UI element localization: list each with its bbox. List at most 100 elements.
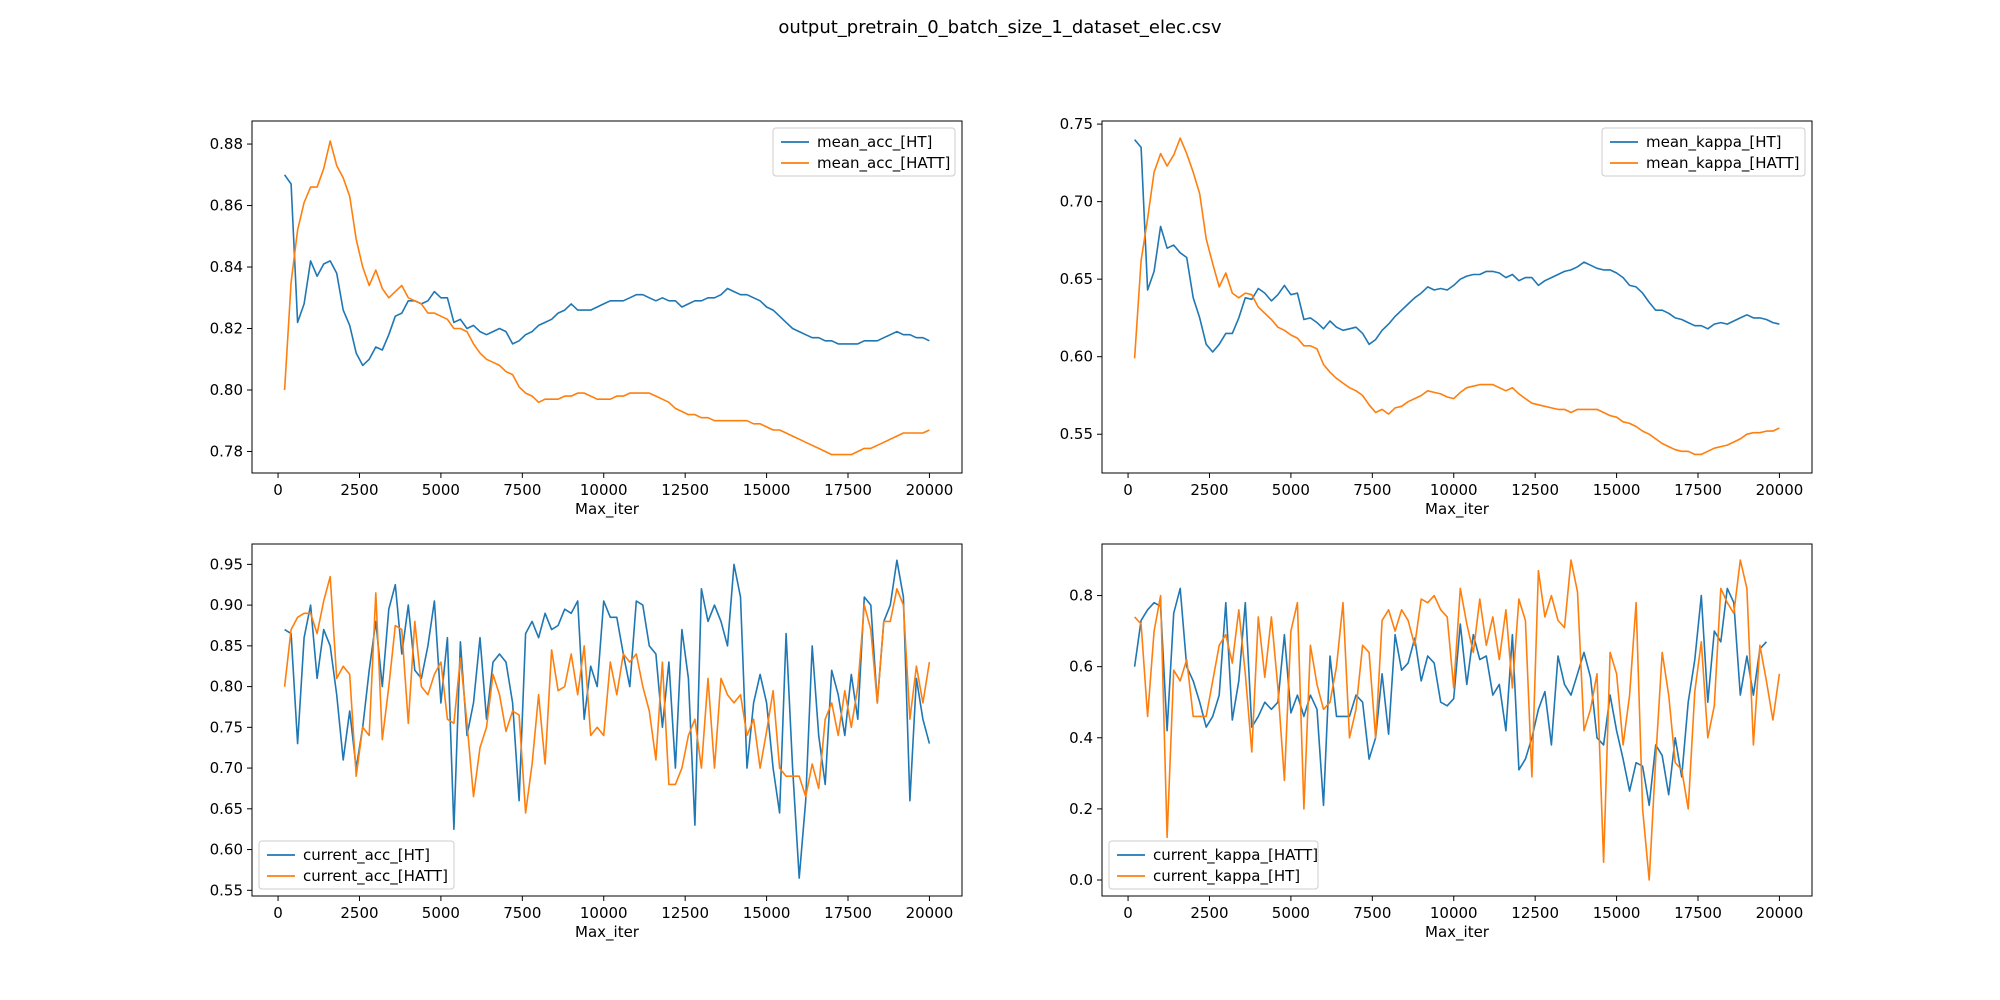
legend: mean_kappa_[HT] mean_kappa_[HATT] <box>1601 127 1806 177</box>
y-tick-label: 0.80 <box>210 678 243 696</box>
y-tick-label: 0.85 <box>210 637 243 655</box>
x-axis-label: Max_iter <box>575 923 640 942</box>
legend-label: mean_acc_[HATT] <box>817 154 950 173</box>
y-tick-label: 0.70 <box>210 759 243 777</box>
x-tick-label: 17500 <box>824 904 872 922</box>
x-axis-label: Max_iter <box>1425 500 1490 519</box>
x-tick-label: 2500 <box>1190 904 1228 922</box>
series-line-1 <box>1133 587 1767 807</box>
plot-frame <box>251 543 963 897</box>
x-tick-label: 5000 <box>422 904 460 922</box>
x-tick-label: 2500 <box>340 904 378 922</box>
legend: mean_acc_[HT] mean_acc_[HATT] <box>772 127 956 177</box>
x-tick-label: 15000 <box>1593 904 1641 922</box>
x-tick-label: 17500 <box>1674 904 1722 922</box>
plot-frame <box>1101 543 1813 897</box>
x-tick-label: 15000 <box>1593 481 1641 499</box>
y-axis: 0.0 0.2 0.4 0.6 0.8 <box>1069 587 1102 889</box>
y-tick-label: 0.60 <box>210 841 243 859</box>
x-tick-label: 15000 <box>743 904 791 922</box>
x-axis: 0 2500 5000 7500 10000 12500 15000 17500 20000 Ma… <box>1123 896 1803 942</box>
x-tick-label: 20000 <box>906 481 954 499</box>
subplot-2: 0 2500 5000 7500 10000 12500 15000 17500 20000 Ma… <box>1060 115 1813 519</box>
series-line-2 <box>1134 559 1781 881</box>
legend-frame <box>1108 840 1319 890</box>
x-tick-label: 7500 <box>1353 904 1391 922</box>
legend-label: current_kappa_[HATT] <box>1153 846 1318 865</box>
x-tick-label: 7500 <box>1353 481 1391 499</box>
y-tick-label: 0.8 <box>1069 587 1093 605</box>
x-tick-label: 5000 <box>1272 904 1310 922</box>
series-line-1 <box>283 174 930 367</box>
y-tick-label: 0.60 <box>1060 348 1093 366</box>
x-axis: 0 2500 5000 7500 10000 12500 15000 17500 20000 Ma… <box>273 473 953 519</box>
y-tick-label: 0.82 <box>210 320 243 338</box>
x-axis: 0 2500 5000 7500 10000 12500 15000 17500 20000 Ma… <box>1123 473 1803 519</box>
y-tick-label: 0.70 <box>1060 193 1093 211</box>
x-tick-label: 5000 <box>1272 481 1310 499</box>
series-lines <box>283 559 931 879</box>
y-tick-label: 0.78 <box>210 442 243 460</box>
x-tick-label: 12500 <box>1511 481 1559 499</box>
y-tick-label: 0.95 <box>210 555 243 573</box>
x-tick-label: 2500 <box>340 481 378 499</box>
subplot-4: 0 2500 5000 7500 10000 12500 15000 17500 20000 Ma… <box>1069 543 1813 942</box>
legend-label: mean_kappa_[HATT] <box>1646 154 1800 173</box>
x-tick-label: 10000 <box>580 481 628 499</box>
x-tick-label: 0 <box>1123 904 1133 922</box>
y-tick-label: 0.2 <box>1069 800 1093 818</box>
legend: current_acc_[HT] current_acc_[HATT] <box>258 840 455 890</box>
y-tick-label: 0.84 <box>210 258 243 276</box>
subplot-grid: 0 2500 5000 7500 10000 12500 15000 17500 20000 Ma… <box>210 115 1813 942</box>
x-tick-label: 10000 <box>1430 904 1478 922</box>
y-axis: 0.78 0.80 0.82 0.84 0.86 0.88 <box>210 135 252 460</box>
y-axis: 0.55 0.60 0.65 0.70 0.75 0.80 0.85 0.90 0.95 <box>210 555 252 899</box>
legend-label: mean_acc_[HT] <box>817 133 932 152</box>
x-tick-label: 5000 <box>422 481 460 499</box>
x-tick-label: 20000 <box>906 904 954 922</box>
subplot-3: 0 2500 5000 7500 10000 12500 15000 17500 20000 Ma… <box>210 543 963 942</box>
x-tick-label: 12500 <box>661 904 709 922</box>
x-tick-label: 2500 <box>1190 481 1228 499</box>
y-tick-label: 0.6 <box>1069 658 1093 676</box>
x-tick-label: 12500 <box>1511 904 1559 922</box>
legend-label: current_kappa_[HT] <box>1153 867 1300 886</box>
legend-frame <box>258 840 455 890</box>
series-lines <box>1133 137 1780 456</box>
legend-frame <box>1601 127 1806 177</box>
legend-label: current_acc_[HT] <box>303 846 430 865</box>
x-tick-label: 20000 <box>1756 904 1804 922</box>
plot-frame <box>1101 120 1813 474</box>
y-tick-label: 0.88 <box>210 135 243 153</box>
legend-label: current_acc_[HATT] <box>303 867 448 886</box>
x-tick-label: 17500 <box>824 481 872 499</box>
y-tick-label: 0.55 <box>1060 425 1093 443</box>
legend-label: mean_kappa_[HT] <box>1646 133 1782 152</box>
x-tick-label: 7500 <box>503 904 541 922</box>
y-tick-label: 0.80 <box>210 381 243 399</box>
x-axis: 0 2500 5000 7500 10000 12500 15000 17500 20000 Ma… <box>273 896 953 942</box>
series-lines <box>1133 559 1781 881</box>
y-axis: 0.55 0.60 0.65 0.70 0.75 <box>1060 115 1102 443</box>
x-tick-label: 10000 <box>580 904 628 922</box>
figure-title: output_pretrain_0_batch_size_1_dataset_e… <box>778 17 1221 38</box>
series-line-2 <box>1133 137 1780 456</box>
x-tick-label: 15000 <box>743 481 791 499</box>
y-tick-label: 0.65 <box>1060 270 1093 288</box>
y-tick-label: 0.65 <box>210 800 243 818</box>
y-tick-label: 0.55 <box>210 881 243 899</box>
y-tick-label: 0.90 <box>210 596 243 614</box>
series-line-1 <box>1133 139 1780 353</box>
x-tick-label: 12500 <box>661 481 709 499</box>
x-tick-label: 7500 <box>503 481 541 499</box>
y-tick-label: 0.75 <box>1060 115 1093 133</box>
x-tick-label: 0 <box>273 481 283 499</box>
x-axis-label: Max_iter <box>1425 923 1490 942</box>
subplot-1: 0 2500 5000 7500 10000 12500 15000 17500 20000 Ma… <box>210 120 963 519</box>
y-tick-label: 0.0 <box>1069 871 1093 889</box>
x-tick-label: 20000 <box>1756 481 1804 499</box>
y-tick-label: 0.75 <box>210 718 243 736</box>
x-tick-label: 0 <box>273 904 283 922</box>
y-tick-label: 0.4 <box>1069 729 1093 747</box>
